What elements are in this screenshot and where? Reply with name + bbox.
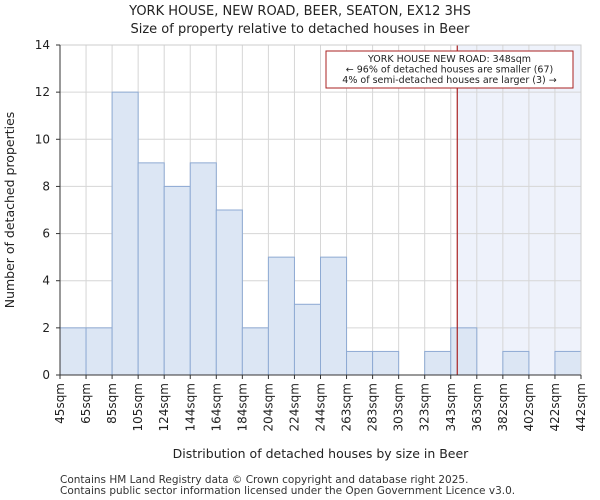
x-tick-label: 65sqm — [79, 383, 93, 424]
histogram-bar — [111, 91, 139, 376]
footer-line-2: Contains public sector information licen… — [60, 485, 516, 497]
x-tick-label: 244sqm — [314, 383, 328, 431]
x-tick-label: 402sqm — [522, 383, 536, 431]
annotation-line: ← 96% of detached houses are smaller (67… — [346, 65, 553, 76]
histogram-bar — [346, 350, 374, 376]
histogram-bar — [372, 350, 400, 376]
histogram-bar — [163, 185, 191, 376]
histogram-bar — [241, 327, 269, 376]
x-tick-label: 442sqm — [574, 383, 588, 431]
x-tick-label: 124sqm — [157, 383, 171, 431]
x-tick-label: 382sqm — [496, 383, 510, 431]
x-tick-label: 323sqm — [418, 383, 432, 431]
y-tick-label: 6 — [42, 227, 50, 241]
x-tick-label: 184sqm — [235, 383, 249, 431]
chart-subtitle: Size of property relative to detached ho… — [130, 22, 470, 37]
chart-title: YORK HOUSE, NEW ROAD, BEER, SEATON, EX12… — [129, 4, 471, 19]
histogram-bar — [450, 327, 478, 376]
y-tick-label: 8 — [42, 179, 50, 193]
y-tick-label: 12 — [35, 85, 50, 99]
y-tick-label: 4 — [42, 274, 50, 288]
x-tick-label: 363sqm — [470, 383, 484, 431]
larger-region-shade — [457, 45, 581, 375]
x-tick-label: 45sqm — [53, 383, 67, 424]
x-tick-label: 144sqm — [183, 383, 197, 431]
x-tick-label: 204sqm — [261, 383, 275, 431]
histogram-bar — [502, 350, 530, 376]
y-tick-label: 14 — [35, 38, 50, 52]
y-axis-title: Number of detached properties — [2, 112, 17, 309]
annotation-line: 4% of semi-detached houses are larger (3… — [342, 75, 556, 86]
annotation-line: YORK HOUSE NEW ROAD: 348sqm — [367, 54, 531, 65]
histogram-bar — [554, 350, 582, 376]
histogram-bar — [85, 327, 113, 376]
y-tick-label: 10 — [35, 132, 50, 146]
annotation-box — [325, 50, 574, 89]
histogram-bar — [320, 256, 348, 376]
x-tick-label: 105sqm — [131, 383, 145, 431]
x-tick-label: 283sqm — [366, 383, 380, 431]
x-tick-label: 224sqm — [287, 383, 301, 431]
x-tick-label: 422sqm — [548, 383, 562, 431]
x-tick-label: 263sqm — [340, 383, 354, 431]
histogram-bar — [267, 256, 295, 376]
y-tick-label: 0 — [42, 368, 50, 382]
histogram-bar — [189, 162, 217, 376]
x-tick-label: 343sqm — [444, 383, 458, 431]
footer-line-1: Contains HM Land Registry data © Crown c… — [60, 474, 469, 486]
histogram-bar — [59, 327, 87, 376]
x-tick-label: 303sqm — [392, 383, 406, 431]
x-axis-title: Distribution of detached houses by size … — [173, 446, 470, 461]
histogram-bar — [293, 303, 322, 376]
x-tick-label: 85sqm — [105, 383, 119, 424]
y-tick-label: 2 — [42, 321, 50, 335]
histogram-bar — [137, 162, 165, 376]
histogram-bar — [215, 209, 243, 376]
x-tick-label: 164sqm — [209, 383, 223, 431]
histogram-bar — [424, 350, 452, 376]
